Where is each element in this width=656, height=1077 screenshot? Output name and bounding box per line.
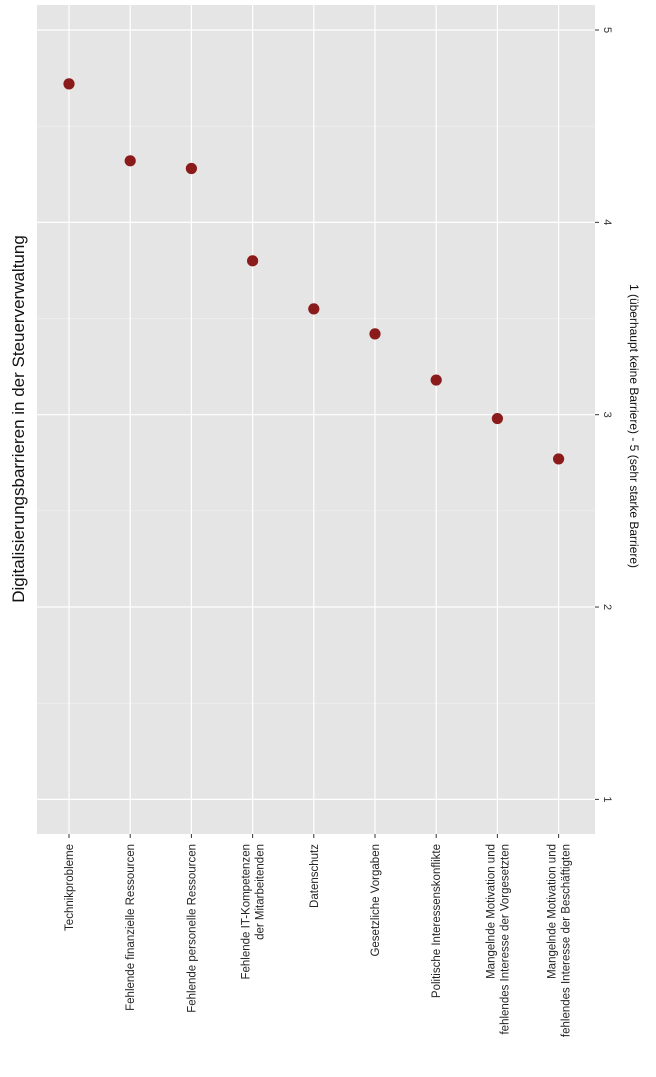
- category-label: Technikprobleme: [64, 844, 76, 931]
- data-point: [553, 453, 565, 465]
- data-point: [247, 255, 259, 267]
- data-points: [63, 78, 565, 465]
- value-tick-label: 5: [601, 27, 613, 33]
- data-point: [63, 78, 75, 90]
- category-axis: Technikprobleme Fehlende finanzielle Ress…: [64, 844, 573, 1037]
- category-label: Gesetzliche Vorgaben: [370, 844, 382, 957]
- category-label: Politische Interessenskonflikte: [431, 844, 443, 998]
- value-axis: 1 2 3 4 5: [68, 27, 613, 838]
- data-point: [491, 412, 503, 425]
- value-tick-label: 3: [601, 412, 613, 418]
- category-label: fehlendes Interesse der Vorgesetzten: [499, 844, 511, 1035]
- value-tick-label: 2: [601, 604, 613, 610]
- data-point: [430, 374, 442, 386]
- data-point: [308, 303, 320, 315]
- category-label: Datenschutz: [309, 844, 321, 908]
- category-label: Fehlende personelle Ressourcen: [186, 844, 198, 1013]
- value-tick-label: 1: [601, 796, 613, 802]
- data-point: [185, 162, 197, 175]
- value-tick-label: 4: [601, 219, 613, 225]
- category-label: Fehlende finanzielle Ressourcen: [125, 844, 137, 1011]
- chart-title: Digitalisierungsbarrieren in der Steuerv…: [9, 235, 28, 603]
- data-point: [124, 155, 136, 167]
- category-label: Mangelnde Motivation und: [485, 844, 497, 979]
- data-point: [369, 328, 381, 340]
- category-label: der Mitarbeitenden: [255, 844, 267, 940]
- category-label: Fehlende IT-Kompetenzen: [241, 844, 253, 980]
- category-label: fehlendes Interesse der Beschäftigten: [561, 844, 573, 1037]
- plot-panel: [37, 5, 595, 834]
- category-label: Mangelnde Motivation und: [547, 844, 559, 979]
- value-axis-label: 1 (überhaupt keine Barriere) - 5 (sehr s…: [627, 284, 641, 568]
